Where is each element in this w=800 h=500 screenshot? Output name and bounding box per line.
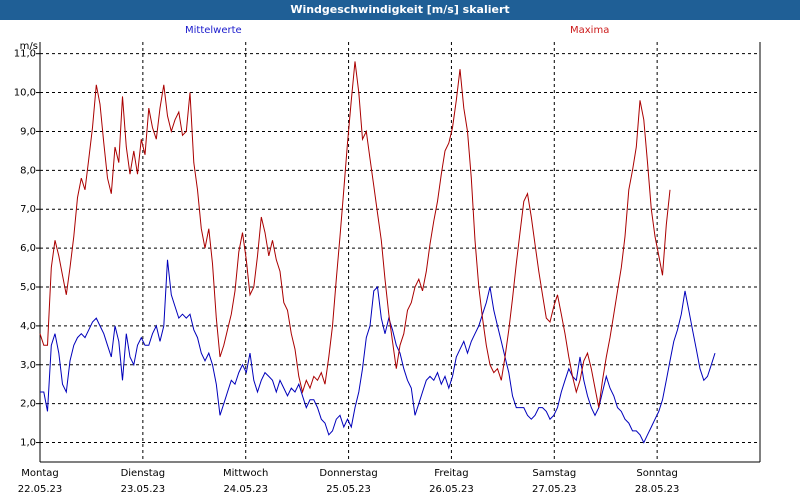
day-name-label: Mittwoch [223,468,268,479]
day-date-label: 22.05.23 [18,484,63,495]
day-date-label: 25.05.23 [326,484,371,495]
y-tick-label: 2,0 [20,399,36,410]
legend-maxima: Maxima [570,25,610,36]
y-tick-label: 4,0 [20,321,36,332]
day-name-label: Sonntag [636,468,678,479]
day-name-label: Freitag [434,468,468,479]
y-tick-label: 7,0 [20,204,36,215]
day-date-label: 28.05.23 [635,484,680,495]
y-tick-label: 8,0 [20,165,36,176]
y-axis-label: m/s [20,41,38,52]
chart-title: Windgeschwindigkeit [m/s] skaliert [0,0,800,20]
series-line-maxima [39,61,671,408]
day-name-label: Dienstag [121,468,166,479]
day-name-label: Samstag [532,468,576,479]
day-date-label: 27.05.23 [532,484,577,495]
series-line-mittelwerte [40,259,716,444]
day-name-label: Donnerstag [319,468,377,479]
y-tick-label: 9,0 [20,126,36,137]
y-tick-label: 6,0 [20,243,36,254]
day-date-label: 24.05.23 [223,484,268,495]
y-tick-label: 11,0 [14,49,36,60]
day-date-label: 23.05.23 [121,484,166,495]
y-tick-label: 3,0 [20,360,36,371]
y-tick-label: 1,0 [20,438,36,449]
day-date-label: 26.05.23 [429,484,474,495]
legend-mittelwerte: Mittelwerte [185,25,242,36]
day-name-label: Montag [21,468,58,479]
y-tick-label: 10,0 [14,88,36,99]
y-tick-label: 5,0 [20,282,36,293]
